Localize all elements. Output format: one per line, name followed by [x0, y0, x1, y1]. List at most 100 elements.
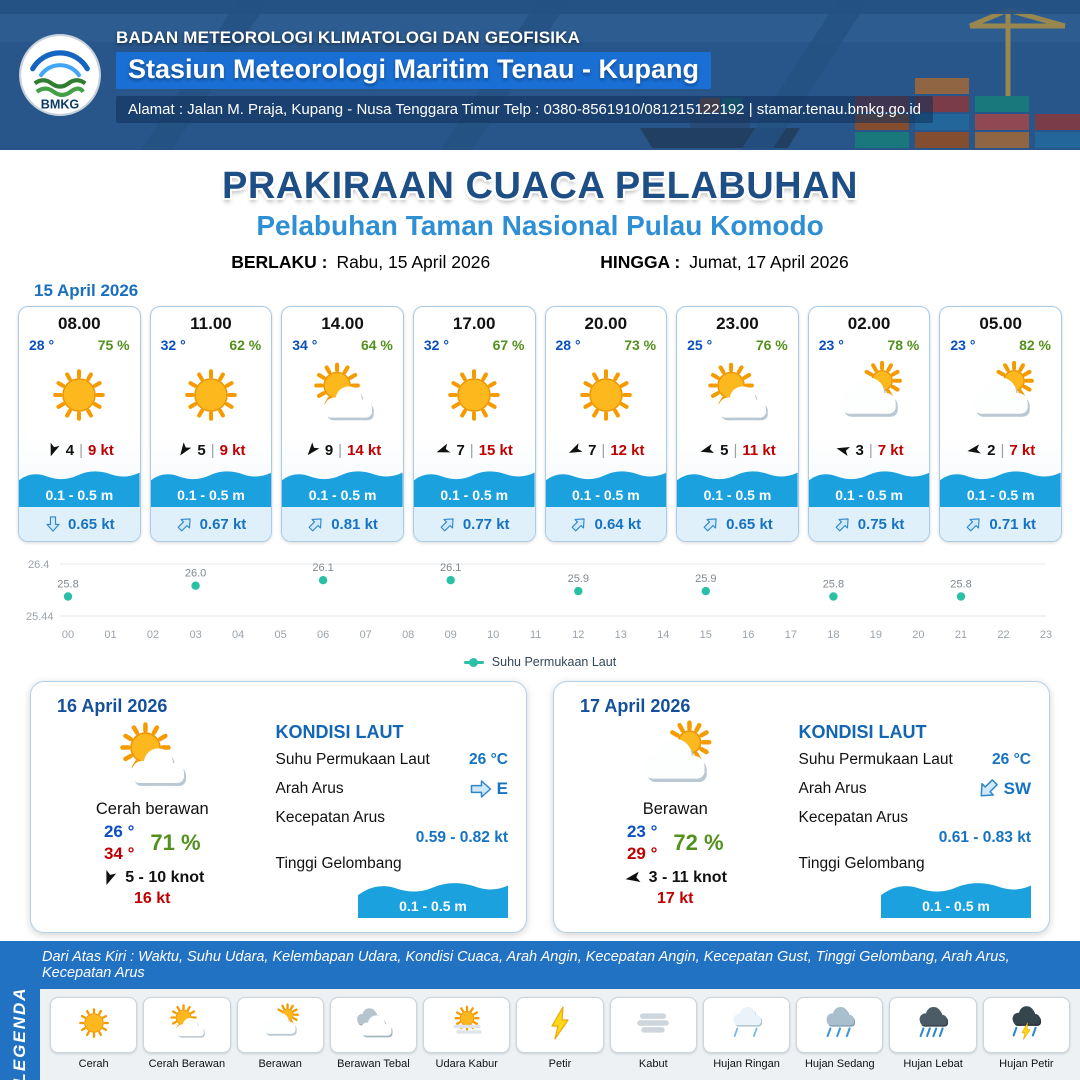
current-row: 0.81 kt [282, 507, 403, 541]
svg-text:23: 23 [1040, 629, 1052, 641]
svg-text:06: 06 [317, 629, 329, 641]
gust-speed: 14 kt [347, 441, 382, 459]
daily-date: 16 April 2026 [57, 696, 168, 716]
current-speed: 0.77 kt [462, 515, 510, 533]
divider: | [733, 441, 738, 459]
legend-label: Berawan Tebal [337, 1058, 410, 1070]
current-direction-label: Arah Arus [275, 780, 344, 797]
weather-icon [282, 353, 403, 437]
legend-label: Udara Kabur [435, 1058, 498, 1070]
legend-title: LEGENDA [10, 985, 29, 1080]
weather-icon [677, 353, 798, 437]
legend-item: Cerah [50, 997, 138, 1070]
hourly-date: 15 April 2026 [34, 281, 139, 300]
legend-label: Hujan Ringan [713, 1058, 780, 1070]
hourly-cards-grid: 08.00 28 ° 75 % 4 | 9 kt 0.1 - 0.5 m 0.6… [18, 306, 1062, 542]
svg-text:13: 13 [615, 629, 627, 641]
valid-from-value: Rabu, 15 April 2026 [336, 252, 491, 272]
legend-item: Berawan [236, 997, 324, 1070]
current-direction-icon [971, 772, 1005, 806]
forecast-time: 17.00 [452, 314, 496, 333]
legend-label: Kabut [638, 1058, 668, 1070]
forecast-time: 14.00 [321, 314, 364, 333]
svg-text:18: 18 [827, 629, 839, 641]
svg-text:14: 14 [657, 629, 669, 641]
wind-direction-icon [42, 440, 63, 461]
wind-direction-icon [433, 440, 454, 461]
legend-item: Hujan Lebat [889, 997, 977, 1070]
humidity: 78 % [887, 337, 920, 353]
hourly-forecast-card: 17.00 32 ° 67 % 7 | 15 kt 0.1 - 0.5 m 0.… [412, 306, 536, 542]
wind-range: 3 - 11 knot [648, 869, 727, 886]
humidity: 72 % [673, 830, 724, 855]
forecast-time: 23.00 [716, 314, 759, 333]
current-row: 0.65 kt [19, 507, 140, 541]
gust-speed: 7 kt [877, 441, 904, 459]
weather-condition: Cerah berawan [95, 800, 209, 818]
current-direction: E [496, 779, 508, 798]
wave-height: 0.1 - 0.5 m [571, 487, 640, 503]
wind-direction-icon [697, 440, 717, 460]
legend-item: Petir [516, 997, 604, 1070]
divider: | [601, 441, 606, 459]
wind-row: 7 | 12 kt [546, 437, 667, 463]
wave-graphic [282, 471, 403, 507]
svg-text:03: 03 [189, 629, 201, 641]
current-speed: 0.65 kt [726, 515, 773, 533]
wave-height-label: Tinggi Gelombang [275, 855, 402, 872]
legend-item: Hujan Ringan [702, 997, 791, 1070]
humidity: 75 % [97, 337, 130, 353]
svg-text:26.1: 26.1 [440, 562, 461, 574]
wind-row: 5 - 10 knot [49, 869, 256, 887]
weather-icon [165, 1001, 209, 1050]
hourly-forecast-card: 08.00 28 ° 75 % 4 | 9 kt 0.1 - 0.5 m 0.6… [18, 306, 141, 542]
wave-graphic [808, 471, 930, 507]
sst-chart-section: 26.4 25.44 00 01 02 03 04 05 06 07 08 09 10 11 12 13 14 1… [24, 552, 1056, 669]
svg-text:15: 15 [700, 629, 712, 641]
weather-icon [818, 1001, 862, 1050]
weather-condition: Berawan [642, 800, 708, 818]
hourly-forecast-card: 20.00 28 ° 73 % 7 | 12 kt 0.1 - 0.5 m 0.… [544, 306, 668, 542]
svg-text:25.8: 25.8 [823, 579, 844, 591]
wave-height: 0.1 - 0.5 m [440, 487, 509, 503]
svg-text:07: 07 [360, 629, 372, 641]
header-illustration [0, 0, 1080, 150]
temp-max: 29 ° [626, 844, 658, 863]
wave-height-band: 0.1 - 0.5 m [413, 465, 535, 507]
sst-value: 26 °C [469, 751, 508, 768]
sst-label: Suhu Permukaan Laut [798, 751, 953, 768]
legend-label: Berawan [258, 1058, 302, 1070]
weather-icon [940, 353, 1061, 437]
legend-item: Berawan Tebal [329, 997, 418, 1070]
valid-to-value: Jumat, 17 April 2026 [689, 252, 849, 272]
svg-text:25.44: 25.44 [26, 611, 54, 623]
wind-direction-icon [173, 439, 195, 461]
wave-height: 0.1 - 0.5 m [45, 487, 114, 503]
current-speed: 0.65 kt [67, 515, 115, 533]
wind-speed: 7 [588, 441, 597, 459]
air-temperature: 23 ° [818, 337, 844, 353]
app-header: BMKG BADAN METEOROLOGI KLIMATOLOGI DAN G… [0, 0, 1080, 150]
legend-label: Cerah Berawan [148, 1058, 226, 1070]
wave-height-band: 0.1 - 0.5 m [358, 876, 508, 918]
forecast-time: 05.00 [979, 314, 1022, 333]
agency-name: BADAN METEOROLOGI KLIMATOLOGI DAN GEOFIS… [116, 28, 581, 47]
weather-icon [72, 1001, 116, 1050]
svg-text:26.1: 26.1 [312, 562, 333, 574]
wind-speed: 7 [456, 441, 465, 459]
divider: | [79, 441, 83, 459]
weather-icon [151, 353, 272, 437]
humidity: 67 % [492, 337, 525, 353]
current-row: 0.75 kt [808, 507, 930, 541]
current-direction-icon [469, 777, 493, 801]
sea-conditions-title: KONDISI LAUT [798, 722, 927, 742]
weather-icon [572, 717, 779, 799]
wind-direction-icon [965, 441, 984, 460]
air-temperature: 28 ° [29, 337, 55, 353]
wave-graphic [881, 883, 1031, 918]
hourly-forecast-card: 14.00 34 ° 64 % 9 | 14 kt 0.1 - 0.5 m 0.… [281, 306, 404, 542]
svg-text:20: 20 [912, 629, 924, 641]
legend-icon-box [796, 997, 884, 1053]
air-temperature: 25 ° [687, 337, 713, 353]
